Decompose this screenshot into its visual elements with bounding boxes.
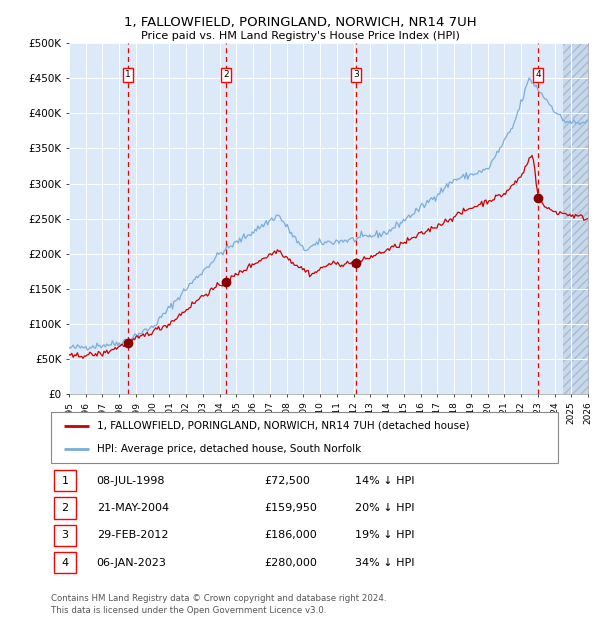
Text: 34% ↓ HPI: 34% ↓ HPI — [355, 557, 415, 568]
Text: £72,500: £72,500 — [264, 476, 310, 486]
Text: Contains HM Land Registry data © Crown copyright and database right 2024.
This d: Contains HM Land Registry data © Crown c… — [51, 594, 386, 615]
FancyBboxPatch shape — [53, 470, 76, 492]
Text: 3: 3 — [61, 530, 68, 541]
Text: 4: 4 — [61, 557, 68, 568]
Text: £159,950: £159,950 — [264, 503, 317, 513]
Text: 20% ↓ HPI: 20% ↓ HPI — [355, 503, 415, 513]
Text: 06-JAN-2023: 06-JAN-2023 — [97, 557, 167, 568]
Text: 1: 1 — [125, 71, 131, 79]
Text: 2: 2 — [223, 71, 229, 79]
Text: 14% ↓ HPI: 14% ↓ HPI — [355, 476, 415, 486]
FancyBboxPatch shape — [53, 552, 76, 574]
Text: £186,000: £186,000 — [264, 530, 317, 541]
Text: 4: 4 — [535, 71, 541, 79]
Text: 08-JUL-1998: 08-JUL-1998 — [97, 476, 165, 486]
Text: 2: 2 — [61, 503, 68, 513]
Text: 1, FALLOWFIELD, PORINGLAND, NORWICH, NR14 7UH (detached house): 1, FALLOWFIELD, PORINGLAND, NORWICH, NR1… — [97, 421, 469, 431]
Text: Price paid vs. HM Land Registry's House Price Index (HPI): Price paid vs. HM Land Registry's House … — [140, 31, 460, 41]
Text: 1: 1 — [61, 476, 68, 486]
Text: 21-MAY-2004: 21-MAY-2004 — [97, 503, 169, 513]
Text: 29-FEB-2012: 29-FEB-2012 — [97, 530, 168, 541]
FancyBboxPatch shape — [51, 412, 558, 463]
Text: HPI: Average price, detached house, South Norfolk: HPI: Average price, detached house, Sout… — [97, 445, 361, 454]
FancyBboxPatch shape — [53, 497, 76, 519]
Text: 19% ↓ HPI: 19% ↓ HPI — [355, 530, 415, 541]
Text: 1, FALLOWFIELD, PORINGLAND, NORWICH, NR14 7UH: 1, FALLOWFIELD, PORINGLAND, NORWICH, NR1… — [124, 16, 476, 29]
Text: 3: 3 — [353, 71, 359, 79]
Bar — [563, 43, 588, 394]
Bar — [563, 43, 588, 394]
Text: £280,000: £280,000 — [264, 557, 317, 568]
FancyBboxPatch shape — [53, 525, 76, 546]
